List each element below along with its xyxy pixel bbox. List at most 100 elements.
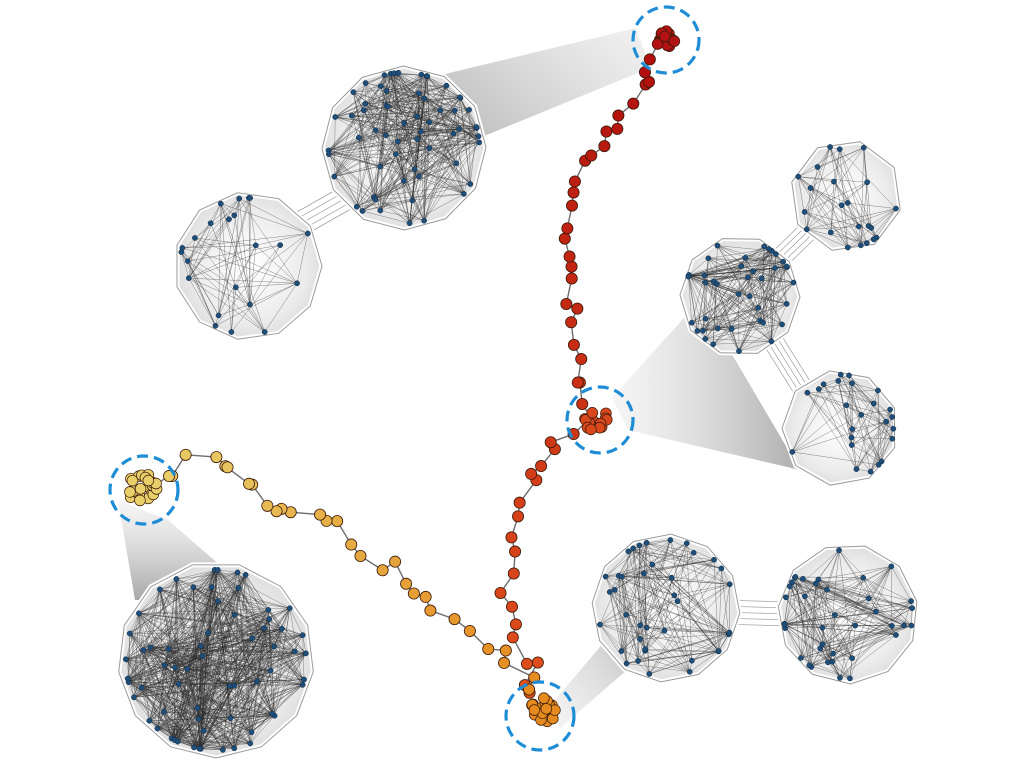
module-edge [125, 659, 175, 741]
module-edge [159, 589, 169, 649]
network-node [855, 223, 862, 230]
trajectory-state [576, 397, 589, 410]
module-edge [215, 283, 298, 327]
module-edge [830, 181, 835, 233]
module-edge [839, 625, 893, 679]
module-edge [249, 244, 281, 305]
module-edge [163, 587, 194, 712]
module-edge [794, 577, 893, 627]
module-edge [211, 586, 239, 589]
module-edge [414, 169, 464, 195]
network-node [683, 540, 690, 547]
module-edge [379, 122, 405, 167]
module-edge [133, 589, 161, 698]
module-edge [618, 575, 622, 652]
module-edge [164, 628, 282, 666]
network-node [689, 657, 695, 664]
module-edge [328, 153, 410, 224]
module-edge [637, 630, 665, 662]
module-edge [784, 611, 877, 625]
module-edge [164, 665, 257, 682]
module-edge [211, 586, 275, 647]
module-edge [818, 579, 853, 659]
network-node [409, 197, 416, 204]
network-node [383, 88, 390, 94]
module-edge [749, 271, 754, 297]
module-edge [804, 596, 834, 654]
module-edge [688, 276, 706, 319]
module-edge [688, 258, 709, 276]
module-edge [798, 176, 832, 233]
trajectory-state [540, 703, 553, 715]
module-edge [397, 141, 405, 181]
network-node [868, 225, 875, 231]
network-node [215, 312, 222, 319]
module-edge [802, 578, 823, 628]
module-edge [364, 103, 410, 224]
module-edge [197, 651, 295, 709]
network-node [173, 576, 180, 582]
module-edge [418, 93, 465, 195]
network-node [406, 220, 413, 227]
module-edge [717, 307, 759, 329]
module-edge [187, 244, 281, 262]
module-edge [375, 128, 460, 200]
module-right-upper-edges [798, 146, 897, 248]
module-edge [207, 587, 239, 634]
module-edge [860, 182, 868, 246]
module-edge [138, 586, 194, 614]
module-edge [829, 146, 877, 238]
trajectory-state [513, 496, 526, 509]
module-bottom-right-left [589, 531, 743, 685]
module-edge [194, 237, 298, 284]
module-edge [218, 203, 222, 316]
module-edge [741, 253, 776, 267]
module-edge [187, 219, 230, 262]
network-node [421, 217, 427, 224]
network-node [836, 547, 842, 554]
network-node [353, 203, 360, 210]
network-node [858, 412, 864, 418]
module-edge [200, 586, 213, 647]
network-node [800, 575, 806, 582]
module-edge [609, 591, 730, 633]
network-node [299, 682, 306, 688]
module-edge [839, 149, 868, 244]
network-node [745, 274, 751, 281]
module-edge [717, 248, 770, 329]
module-edge [834, 598, 869, 616]
module-edge [362, 210, 410, 224]
module-edge [713, 341, 772, 345]
module-edge [702, 282, 706, 331]
panel-top-left [174, 63, 489, 342]
module-edge [862, 577, 877, 612]
module-edge [784, 586, 791, 625]
network-node [758, 275, 765, 282]
module-edge [174, 645, 202, 668]
network-node [781, 621, 788, 628]
module-edge [851, 403, 874, 446]
network-node [887, 406, 893, 413]
module-edge [618, 575, 627, 664]
module-edge [217, 569, 295, 652]
module-edge [255, 233, 308, 246]
module-edge [639, 634, 729, 640]
trajectory-state [598, 140, 611, 153]
module-edge [133, 697, 158, 729]
module-edge [211, 586, 231, 719]
network-node [667, 537, 674, 543]
module-edge [423, 148, 430, 221]
module-edge [818, 579, 913, 609]
network-node [392, 151, 399, 158]
module-edge [412, 163, 457, 201]
module-edge [731, 271, 754, 329]
module-edge [738, 293, 764, 323]
module-edge [827, 566, 892, 663]
module-edge [792, 405, 847, 453]
module-edge [852, 390, 879, 430]
network-node [870, 400, 877, 407]
module-edge [365, 97, 460, 105]
network-node [782, 594, 789, 601]
network-node [795, 173, 802, 180]
module-edge [840, 374, 882, 462]
